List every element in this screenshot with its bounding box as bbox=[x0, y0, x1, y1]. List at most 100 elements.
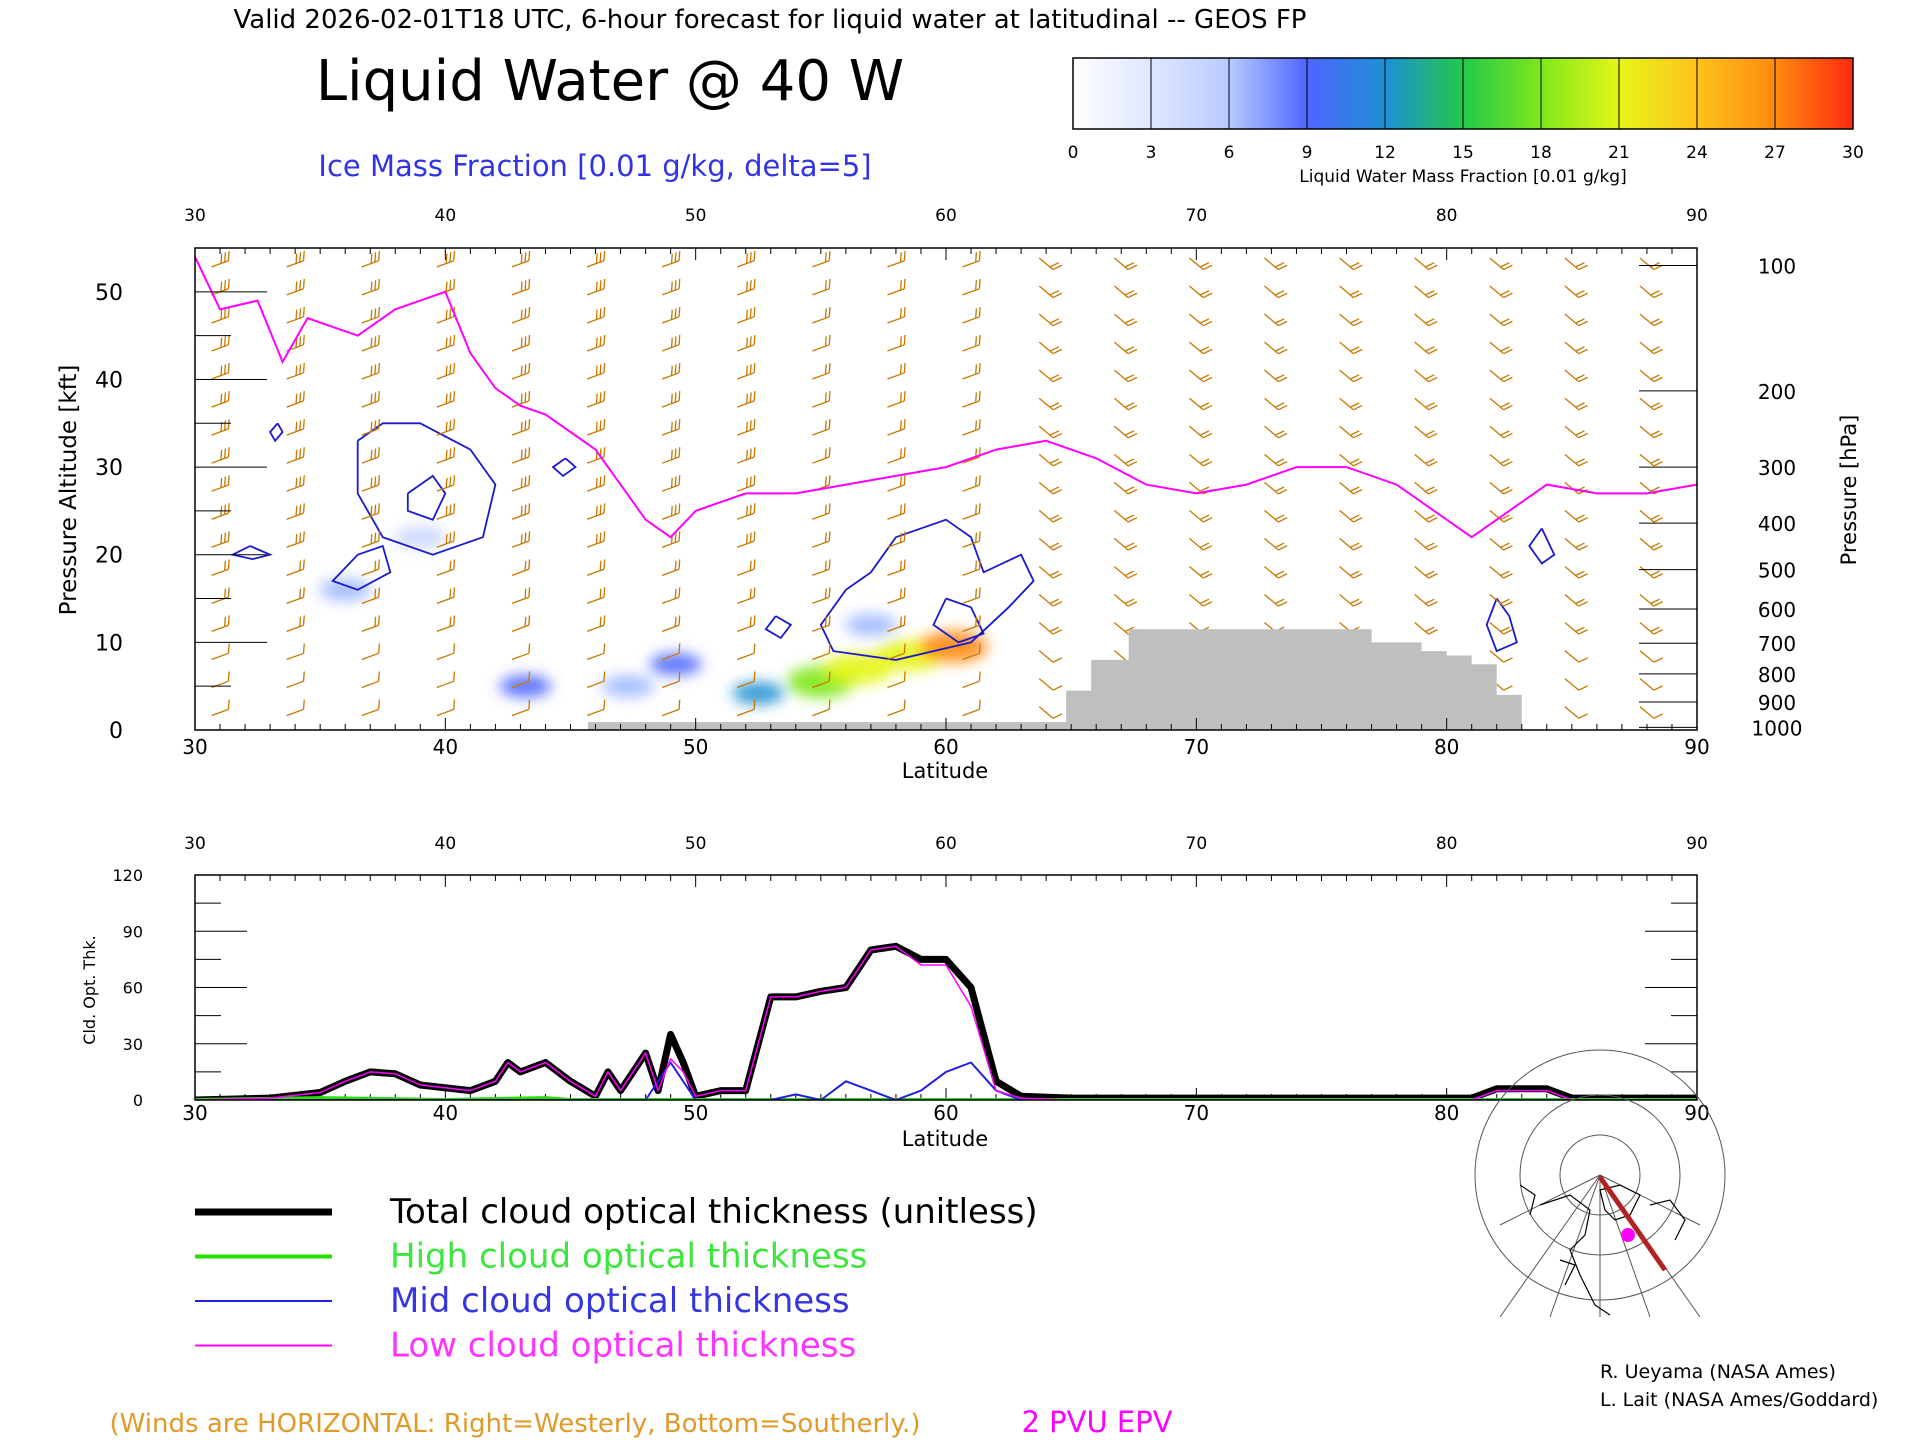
wind-barb bbox=[1489, 594, 1513, 607]
pressure-tick-label: 400 bbox=[1758, 512, 1796, 536]
y-tick-label: 30 bbox=[95, 456, 123, 481]
wind-barb bbox=[812, 671, 831, 689]
wind-barb bbox=[436, 671, 456, 689]
wind-barb bbox=[211, 250, 230, 268]
wind-barb bbox=[586, 671, 606, 689]
series-line-2 bbox=[195, 1061, 1697, 1100]
colorbar-tick: 27 bbox=[1764, 143, 1786, 163]
wind-barb bbox=[1038, 509, 1063, 523]
pressure-tick-label: 900 bbox=[1758, 691, 1796, 715]
terrain-mask bbox=[588, 629, 1522, 730]
wind-barb bbox=[436, 643, 456, 661]
wind-barb bbox=[1113, 566, 1138, 579]
wind-barb bbox=[661, 587, 681, 604]
wind-barb bbox=[511, 699, 531, 717]
wind-barb bbox=[737, 699, 756, 717]
x-top-tick-label: 30 bbox=[184, 834, 206, 854]
wind-barb bbox=[737, 334, 756, 352]
wind-barb bbox=[1639, 369, 1663, 383]
wind-barb bbox=[361, 475, 380, 492]
wind-barb bbox=[511, 475, 531, 492]
ice-contour-line bbox=[1528, 527, 1556, 565]
optical-thickness-series bbox=[195, 942, 1697, 1100]
wind-barb bbox=[812, 587, 831, 604]
cross-section-panel: 3030404050506060707080809090010203040501… bbox=[56, 206, 1861, 783]
wind-barb bbox=[1639, 285, 1663, 299]
wind-barb bbox=[361, 250, 380, 268]
wind-barb bbox=[286, 475, 305, 492]
wind-barb bbox=[1264, 285, 1288, 299]
x-tick-label: 90 bbox=[1684, 735, 1709, 759]
wind-barb bbox=[1414, 481, 1438, 495]
wind-barb bbox=[436, 531, 456, 548]
y-tick-label: 0 bbox=[133, 1091, 143, 1110]
wind-barb bbox=[737, 531, 756, 548]
wind-barb bbox=[1489, 285, 1513, 299]
credit-line-1: R. Ueyama (NASA Ames) bbox=[1600, 1361, 1836, 1383]
x-top-tick-label: 70 bbox=[1186, 206, 1208, 226]
x-tick-label: 70 bbox=[1184, 735, 1209, 759]
wind-barb bbox=[1639, 509, 1663, 523]
wind-barb bbox=[1414, 594, 1438, 607]
valid-time-line: Valid 2026-02-01T18 UTC, 6-hour forecast… bbox=[234, 5, 1307, 35]
wind-barb bbox=[661, 615, 681, 632]
wind-barb bbox=[361, 391, 380, 408]
y-tick-label: 40 bbox=[95, 368, 123, 393]
wind-barb bbox=[1639, 706, 1663, 719]
wind-barb bbox=[737, 615, 756, 632]
wind-barb bbox=[436, 362, 456, 380]
wind-barb bbox=[1639, 397, 1663, 411]
ice-contour-line bbox=[932, 597, 985, 644]
wind-barb bbox=[1038, 453, 1063, 467]
liquid-water-blob bbox=[844, 613, 897, 636]
wind-barb bbox=[737, 587, 756, 604]
wind-barb bbox=[1414, 537, 1438, 551]
colorbar-tick: 9 bbox=[1302, 143, 1313, 163]
wind-barb bbox=[1639, 622, 1663, 635]
wind-barb bbox=[511, 334, 531, 352]
pressure-tick-label: 600 bbox=[1758, 598, 1796, 622]
wind-barb bbox=[661, 391, 681, 408]
wind-barb bbox=[1489, 537, 1513, 551]
wind-barb bbox=[962, 699, 981, 717]
wind-barb bbox=[1489, 397, 1513, 411]
y-tick-label: 20 bbox=[95, 544, 123, 569]
wind-barb bbox=[1264, 537, 1288, 551]
wind-barb bbox=[1489, 257, 1513, 271]
pressure-tick-label: 700 bbox=[1758, 632, 1796, 656]
wind-barb bbox=[211, 615, 230, 632]
legend-label: Mid cloud optical thickness bbox=[390, 1281, 850, 1321]
x-tick-label: 40 bbox=[433, 735, 458, 759]
wind-barb bbox=[436, 419, 456, 436]
wind-barb bbox=[812, 250, 831, 268]
wind-barbs bbox=[211, 250, 1663, 719]
wind-barb bbox=[1639, 566, 1663, 579]
wind-barb bbox=[1038, 594, 1063, 607]
wind-barb bbox=[1038, 678, 1063, 691]
wind-barb bbox=[361, 671, 380, 689]
colorbar-tick: 3 bbox=[1146, 143, 1157, 163]
wind-barb bbox=[586, 503, 606, 520]
wind-barb bbox=[1188, 425, 1213, 439]
wind-barb bbox=[286, 306, 305, 324]
wind-barb bbox=[812, 643, 831, 661]
wind-barb bbox=[1038, 397, 1063, 411]
wind-barb bbox=[1564, 397, 1588, 411]
wind-barb bbox=[1639, 453, 1663, 467]
wind-barb bbox=[1564, 537, 1588, 551]
wind-barb bbox=[1414, 566, 1438, 579]
liquid-water-blob bbox=[649, 653, 702, 676]
wind-barb bbox=[1188, 285, 1213, 299]
wind-barb bbox=[737, 419, 756, 436]
wind-barb bbox=[1188, 566, 1213, 579]
cross-section-axes: 3030404050506060707080809090010203040501… bbox=[95, 206, 1802, 759]
wind-barb bbox=[1639, 341, 1663, 355]
wind-barb bbox=[1264, 425, 1288, 439]
wind-barb bbox=[586, 306, 606, 324]
x-top-tick-label: 60 bbox=[935, 206, 957, 226]
x-tick-label: 50 bbox=[683, 735, 708, 759]
wind-barb bbox=[1564, 313, 1588, 327]
wind-barb bbox=[286, 615, 305, 632]
main-title: Liquid Water @ 40 W bbox=[316, 49, 904, 114]
wind-barb bbox=[737, 671, 756, 689]
